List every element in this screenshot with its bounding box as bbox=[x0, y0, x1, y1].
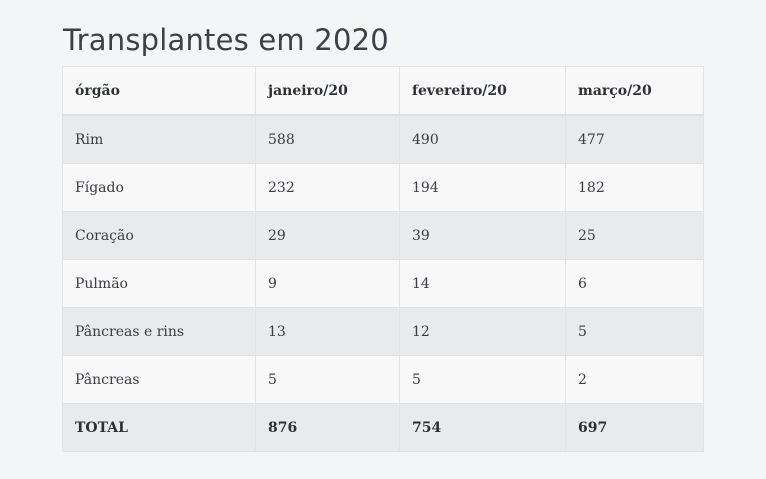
march-cell: 2 bbox=[565, 355, 704, 404]
march-cell: 182 bbox=[565, 163, 704, 212]
organ-cell: Pulmão bbox=[62, 259, 256, 308]
organ-cell: Coração bbox=[62, 211, 256, 260]
march-cell: 477 bbox=[565, 114, 704, 164]
table-row: Pâncreas e rins 13 12 5 bbox=[62, 307, 704, 356]
total-march: 697 bbox=[565, 403, 704, 452]
january-cell: 232 bbox=[255, 163, 400, 212]
january-cell: 5 bbox=[255, 355, 400, 404]
january-cell: 9 bbox=[255, 259, 400, 308]
total-january: 876 bbox=[255, 403, 400, 452]
total-row: TOTAL 876 754 697 bbox=[62, 403, 704, 452]
table-body: Rim 588 490 477 Fígado 232 194 182 Coraç… bbox=[62, 114, 704, 452]
february-cell: 39 bbox=[399, 211, 566, 260]
january-cell: 588 bbox=[255, 114, 400, 164]
total-label: TOTAL bbox=[62, 403, 256, 452]
table-row: Coração 29 39 25 bbox=[62, 211, 704, 260]
table-row: Fígado 232 194 182 bbox=[62, 163, 704, 212]
table-row: Rim 588 490 477 bbox=[62, 114, 704, 164]
march-cell: 25 bbox=[565, 211, 704, 260]
transplants-table: órgão janeiro/20 fevereiro/20 março/20 R… bbox=[62, 66, 704, 452]
page-title: Transplantes em 2020 bbox=[63, 23, 389, 57]
february-cell: 194 bbox=[399, 163, 566, 212]
january-cell: 29 bbox=[255, 211, 400, 260]
organ-cell: Fígado bbox=[62, 163, 256, 212]
organ-cell: Pâncreas e rins bbox=[62, 307, 256, 356]
total-february: 754 bbox=[399, 403, 566, 452]
organ-cell: Rim bbox=[62, 114, 256, 164]
february-cell: 12 bbox=[399, 307, 566, 356]
february-cell: 5 bbox=[399, 355, 566, 404]
header-row: órgão janeiro/20 fevereiro/20 março/20 bbox=[62, 66, 704, 116]
header-february: fevereiro/20 bbox=[399, 66, 566, 116]
table-row: Pâncreas 5 5 2 bbox=[62, 355, 704, 404]
header-organ: órgão bbox=[62, 66, 256, 116]
header-january: janeiro/20 bbox=[255, 66, 400, 116]
february-cell: 490 bbox=[399, 114, 566, 164]
table-header: órgão janeiro/20 fevereiro/20 março/20 bbox=[62, 66, 704, 116]
january-cell: 13 bbox=[255, 307, 400, 356]
table-row: Pulmão 9 14 6 bbox=[62, 259, 704, 308]
header-march: março/20 bbox=[565, 66, 704, 116]
organ-cell: Pâncreas bbox=[62, 355, 256, 404]
march-cell: 5 bbox=[565, 307, 704, 356]
february-cell: 14 bbox=[399, 259, 566, 308]
march-cell: 6 bbox=[565, 259, 704, 308]
